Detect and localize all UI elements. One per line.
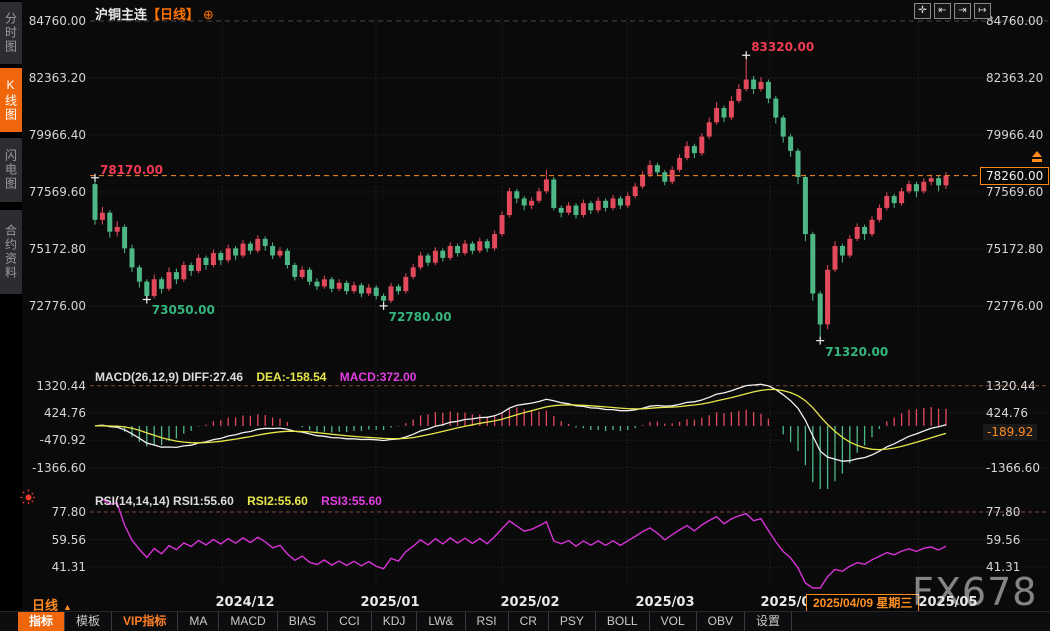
toolbar-item-boll[interactable]: BOLL: [596, 612, 650, 631]
period-tag: 【日线】: [147, 7, 200, 22]
sidebar-tab-time-chart[interactable]: 分时图: [0, 2, 22, 64]
main-y-label-right: 82363.20: [986, 71, 1044, 85]
rsi3-value: RSI3:55.60: [321, 494, 382, 508]
jump-latest-icon[interactable]: ↦: [974, 3, 991, 19]
x-axis-label: 2025/03: [635, 595, 695, 610]
main-y-label-right: 84760.00: [986, 14, 1044, 28]
price-annotation-period-low: 71320.00: [825, 345, 889, 359]
rsi-y-label-right: 59.56: [986, 532, 1021, 547]
rsi-y-label-left: 59.56: [51, 532, 86, 547]
crosshair-icon[interactable]: ✛: [914, 3, 931, 19]
sidebar-tab-contract-info[interactable]: 合约资料: [0, 210, 22, 294]
watermark: FX678: [912, 570, 1038, 614]
live-indicator-icon[interactable]: [20, 489, 37, 506]
toolbar-item-vip指标[interactable]: VIP指标: [112, 612, 179, 631]
price-annotation-swing-low: 73050.00: [151, 303, 215, 317]
x-axis-label: 2024/12: [215, 595, 275, 610]
toolbar-item-指标[interactable]: 指标: [18, 612, 66, 631]
chart-title: 沪铜主连【日线】 ⊕: [95, 4, 214, 23]
toolbar-item-cr[interactable]: CR: [509, 612, 549, 631]
macd-y-label-left: -1366.60: [32, 460, 86, 475]
x-axis-label: 2025/04: [760, 595, 820, 610]
pan-right-icon[interactable]: ⇥: [954, 3, 971, 19]
pan-left-icon[interactable]: ⇤: [934, 3, 951, 19]
price-annotation-first-high: 78170.00: [100, 163, 164, 177]
toolbar-item-模板[interactable]: 模板: [65, 612, 113, 631]
main-y-label-right: 77569.60: [986, 185, 1044, 199]
rsi-y-label-left: 77.80: [51, 505, 86, 519]
last-price-badge: 78260.00: [980, 167, 1050, 185]
toolbar-item-kdj[interactable]: KDJ: [372, 612, 418, 631]
toolbar-item-cci[interactable]: CCI: [328, 612, 372, 631]
period-selector[interactable]: 日线 ▲: [32, 595, 72, 614]
toolbar-item-obv[interactable]: OBV: [697, 612, 745, 631]
toolbar-item-设置[interactable]: 设置: [745, 612, 792, 631]
main-y-label-left: 72776.00: [28, 299, 86, 313]
toolbar-item-macd[interactable]: MACD: [219, 612, 278, 631]
main-y-label-left: 84760.00: [28, 14, 86, 28]
indicator-toolbar: 指标 模板 VIP指标 MA MACD BIAS CCI KDJ LW& RSI CR PSY BOLL…: [0, 611, 1050, 631]
macd-header: MACD(26,12,9) DIFF:27.46 DEA:-158.54 MAC…: [95, 370, 416, 384]
x-axis-label: 2025/02: [500, 595, 560, 610]
macd-y-label-left: 1320.44: [36, 378, 86, 393]
macd-y-label-left: 424.76: [44, 406, 86, 420]
macd-y-label-left: -470.92: [39, 433, 86, 448]
main-y-label-left: 79966.40: [28, 128, 86, 142]
price-annotation-swing-low: 72780.00: [388, 310, 452, 324]
date-badge: 2025/04/09 星期三: [806, 594, 920, 612]
macd-y-label-right: -1366.60: [986, 460, 1040, 475]
toolbar-item-rsi[interactable]: RSI: [466, 612, 509, 631]
macd-dea-value: DEA:-158.54: [256, 370, 327, 384]
toolbar-item-bias[interactable]: BIAS: [278, 612, 329, 631]
period-selector-label: 日线: [32, 598, 59, 613]
rsi-y-label-right: 41.31: [986, 560, 1021, 574]
main-y-label-left: 77569.60: [28, 185, 86, 199]
macd-y-label-right: 424.76: [986, 406, 1028, 420]
toolbar-item-vol[interactable]: VOL: [650, 612, 697, 631]
rsi-y-label-right: 77.80: [986, 505, 1021, 519]
symbol-name: 沪铜主连: [95, 7, 148, 22]
period-selector-arrow-icon: ▲: [63, 602, 72, 612]
main-y-label-left: 82363.20: [28, 71, 86, 85]
add-indicator-icon[interactable]: ⊕: [203, 7, 214, 22]
macd-params-diff: MACD(26,12,9) DIFF:27.46: [95, 370, 244, 384]
toolbar-item-psy[interactable]: PSY: [549, 612, 596, 631]
chart-controls: ✛ ⇤ ⇥ ↦: [914, 3, 991, 19]
toolbar-item-lw&[interactable]: LW&: [417, 612, 466, 631]
main-y-label-right: 79966.40: [986, 128, 1044, 142]
price-annotation-period-high: 83320.00: [751, 40, 815, 54]
scroll-latest-marker-icon[interactable]: [1029, 150, 1045, 166]
rsi-header: RSI(14,14,14) RSI1:55.60 RSI2:55.60 RSI3…: [95, 494, 382, 508]
macd-current-badge: -189.92: [983, 424, 1038, 440]
main-y-label-left: 75172.80: [28, 242, 86, 256]
sidebar-tab-flash-chart[interactable]: 闪电图: [0, 138, 22, 202]
macd-y-label-right: 1320.44: [986, 378, 1036, 393]
rsi2-value: RSI2:55.60: [247, 494, 308, 508]
main-y-label-right: 72776.00: [986, 299, 1044, 313]
macd-hist-value: MACD:372.00: [339, 370, 417, 384]
rsi1-value: RSI(14,14,14) RSI1:55.60: [95, 494, 234, 508]
left-tab-strip: 分时图 K线图闪电图合约资料: [0, 0, 22, 631]
x-axis-label: 2025/05: [918, 595, 978, 610]
sidebar-tab-kline-chart[interactable]: K线图: [0, 68, 22, 132]
main-y-label-right: 75172.80: [986, 242, 1044, 256]
rsi-y-label-left: 41.31: [51, 560, 86, 574]
toolbar-item-ma[interactable]: MA: [178, 612, 220, 631]
x-axis-label: 2025/01: [360, 595, 420, 610]
